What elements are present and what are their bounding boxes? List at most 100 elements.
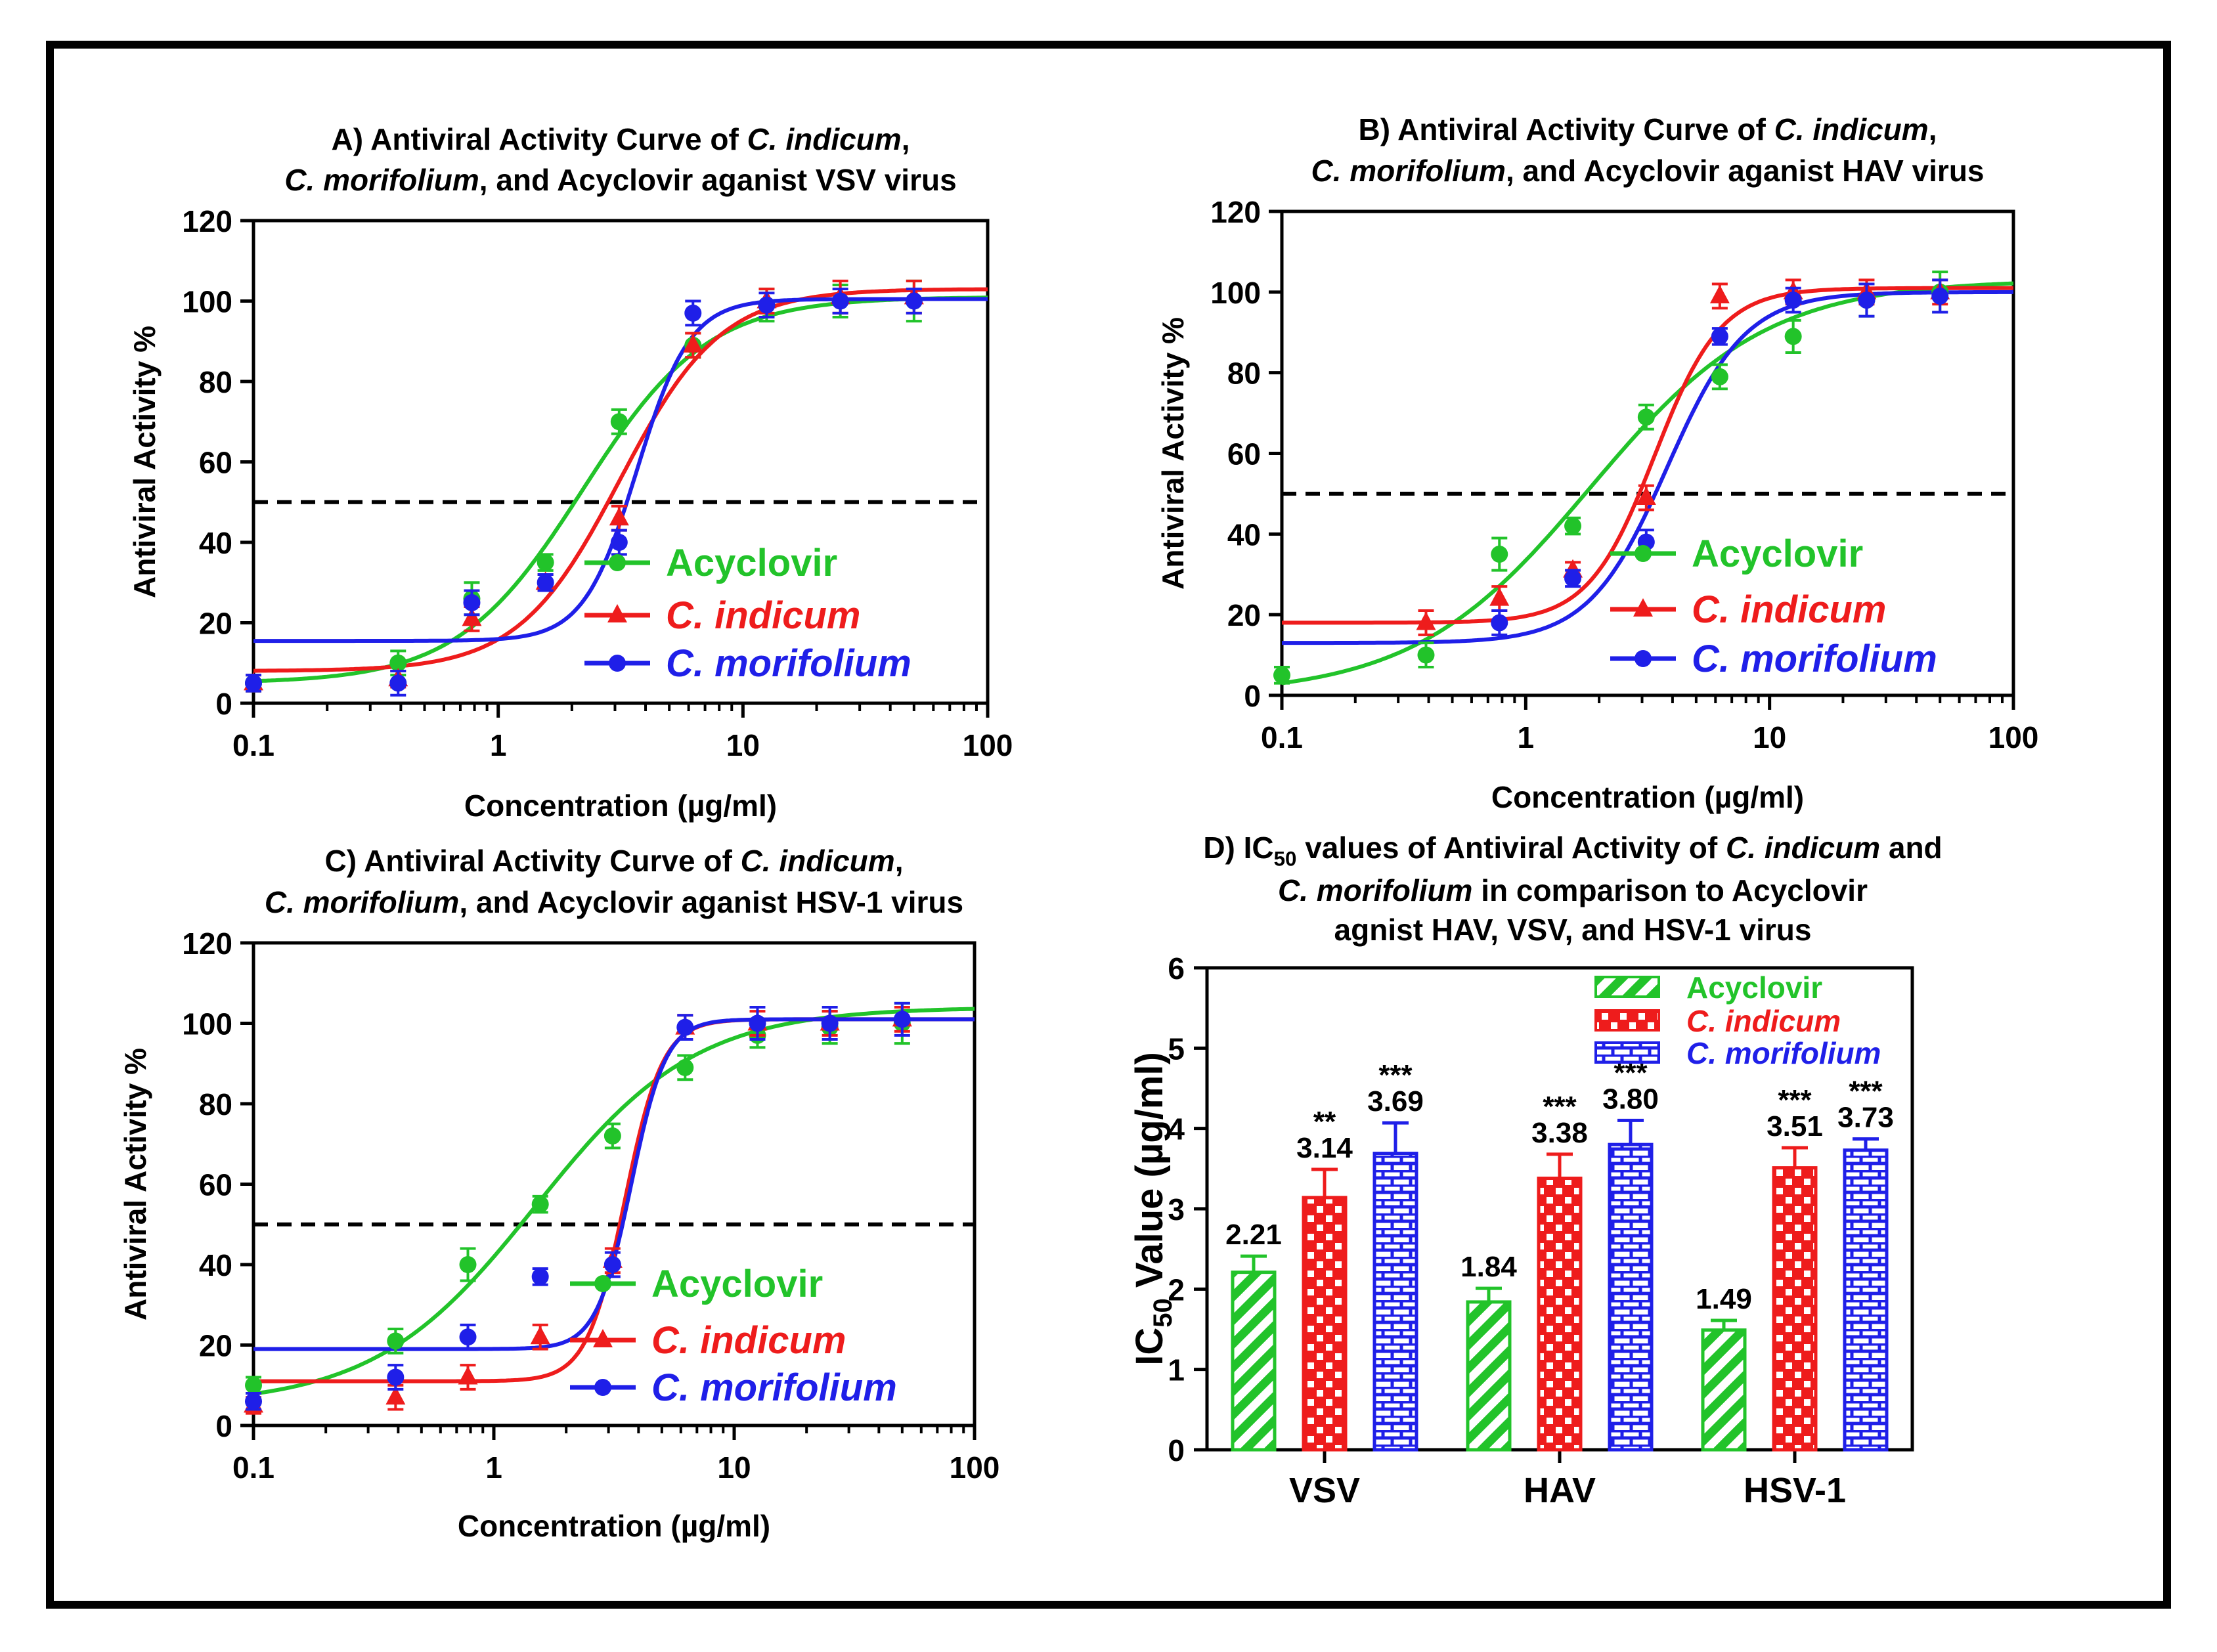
data-point-indicum [1709,284,1730,303]
bar-indicum [1302,1196,1348,1452]
data-point-morifolium [749,1014,766,1032]
legend-marker-acyclovir [1635,545,1652,562]
bar-morifolium [1608,1142,1654,1452]
data-point-indicum [458,1366,478,1385]
y-axis-label-main: IC [1128,1328,1171,1366]
panel-B-title-line-span: , and Acyclovir aganist HAV virus [1506,154,1985,188]
y-axis-label: Antiviral Activity % [1156,317,1190,590]
legend-label-indicum: C. indicum [1692,588,1886,631]
y-axis-label: Antiviral Activity % [118,1048,152,1320]
data-point-morifolium [905,292,923,310]
panel-D-title-line-span: C. indicum [1726,831,1880,865]
y-tick-label: 1 [1168,1353,1185,1387]
y-tick-label: 6 [1168,951,1185,986]
y-tick-label: 60 [199,1168,232,1202]
panel-D-title-line-span: in comparison to Acyclovir [1472,873,1868,907]
y-tick-label: 4 [1168,1112,1185,1146]
x-tick-label: 0.1 [1261,720,1303,754]
significance-label: *** [1778,1084,1812,1116]
legend-swatch-morifolium [1594,1041,1660,1064]
panel-D-title-line-span: C. morifolium [1278,873,1472,907]
legend-label-morifolium: C. morifolium [1686,1036,1881,1070]
bar-indicum [1537,1177,1583,1452]
bar-value-label: 2.21 [1225,1219,1282,1251]
data-point-morifolium [1711,328,1728,345]
panel-A-title-line-span: C. morifolium [284,163,479,197]
y-tick-label: 60 [199,446,232,480]
data-point-acyclovir [1711,368,1728,385]
legend-marker-acyclovir [594,1275,611,1292]
legend-label-acyclovir: Acyclovir [651,1263,823,1305]
category-label: HAV [1524,1471,1596,1510]
y-tick-label: 80 [199,1087,232,1121]
bar-morifolium [1843,1148,1889,1452]
panel-D-title-line-span: values of Antiviral Activity of [1296,831,1726,865]
legend-label-acyclovir: Acyclovir [1686,970,1822,1005]
x-tick-label: 10 [726,728,760,762]
fit-curve-morifolium [253,1017,975,1351]
panel-C-title-line-span: C. indicum [741,844,895,878]
bar-value-label: 3.38 [1531,1117,1588,1149]
panel-D-title-line: agnist HAV, VSV, and HSV-1 virus [1334,913,1812,947]
y-tick-label: 100 [182,1007,232,1041]
y-axis-label: IC50 Value (µg/ml) [1128,1052,1177,1366]
legend-marker-morifolium [1635,650,1652,667]
y-tick-label: 5 [1168,1032,1185,1066]
data-point-morifolium [1491,614,1508,632]
panel-C-title-line-span: C) Antiviral Activity Curve of [325,844,741,878]
data-point-acyclovir [531,1196,549,1213]
legend-label-morifolium: C. morifolium [1692,638,1937,680]
category-label: VSV [1289,1471,1360,1510]
legend-label-acyclovir: Acyclovir [1692,533,1863,575]
legend-marker-morifolium [609,655,626,672]
panel-B-title-line: C. morifolium, and Acyclovir aganist HAV… [1311,154,1984,188]
data-point-morifolium [604,1256,621,1273]
significance-label: *** [1543,1091,1577,1123]
fit-curve-acyclovir [253,1007,975,1396]
data-point-morifolium [245,674,262,692]
y-tick-label: 0 [215,687,232,721]
data-point-acyclovir [1417,646,1435,664]
data-point-acyclovir [537,554,554,571]
data-point-acyclovir [1273,666,1290,684]
panel-A-title-line-span: , [902,122,910,156]
panel-C-title-line: C) Antiviral Activity Curve of C. indicu… [325,844,904,878]
data-point-morifolium [821,1014,839,1032]
legend-marker-indicum [593,1329,613,1347]
panel-D: D) IC50 values of Antiviral Activity of … [1128,831,1943,1510]
bar-value-label: 1.84 [1460,1251,1517,1283]
y-axis-label-sub: 50 [1149,1298,1177,1328]
x-tick-label: 1 [490,728,507,762]
x-axis-label: Concentration (µg/ml) [1491,780,1804,814]
y-tick-label: 2 [1168,1272,1185,1307]
data-point-morifolium [684,304,702,322]
panel-D-title-line-span: 50 [1274,848,1297,871]
data-point-morifolium [676,1018,694,1036]
x-tick-label: 0.1 [232,1450,274,1485]
x-tick-label: 100 [963,728,1013,762]
significance-label: *** [1378,1059,1413,1091]
y-axis-label-tail: Value (µg/ml) [1128,1052,1171,1298]
legend-marker-indicum [607,604,627,622]
y-tick-label: 40 [1227,517,1261,552]
panel-C-title-line-span: , and Acyclovir aganist HSV-1 virus [459,885,963,919]
panel-D-title-line: C. morifolium in comparison to Acyclovir [1278,873,1868,907]
x-tick-label: 100 [1988,720,2039,754]
bar-indicum [1772,1166,1818,1452]
data-point-acyclovir [459,1256,477,1273]
significance-label: *** [1849,1076,1883,1108]
fit-curve-indicum [253,1017,975,1383]
panel-D-title-line-span: D) IC [1203,831,1273,865]
data-point-morifolium [1931,287,1949,305]
panel-B-title-line-span: C. indicum [1774,112,1929,146]
panel-B-title-line-span: , [1929,112,1937,146]
data-point-acyclovir [1564,517,1582,535]
data-point-indicum [609,507,629,526]
panel-D-title-line: D) IC50 values of Antiviral Activity of … [1203,831,1942,871]
legend-swatch-indicum [1594,1009,1660,1032]
y-tick-label: 100 [1210,276,1261,310]
legend-marker-morifolium [594,1379,611,1396]
x-tick-label: 0.1 [232,728,274,762]
panel-A-title-line: C. morifolium, and Acyclovir aganist VSV… [284,163,956,197]
